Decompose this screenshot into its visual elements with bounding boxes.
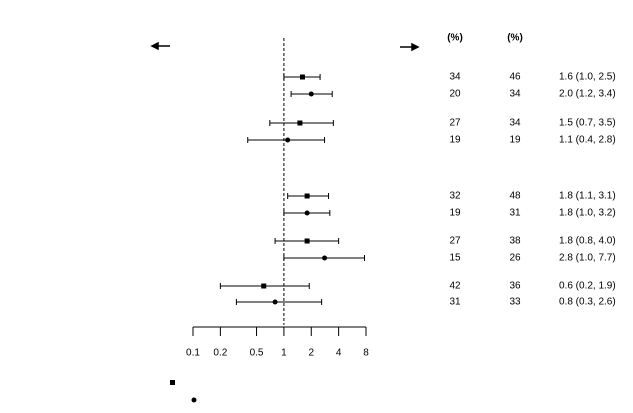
estimate-circle (285, 137, 291, 143)
left-arrow-head (150, 41, 159, 51)
ci-label: 1.8 (0.8, 4.0) (559, 236, 616, 247)
pct2: 48 (509, 191, 521, 202)
pct2: 31 (509, 208, 521, 219)
pct2: 33 (509, 297, 521, 308)
pct1: 27 (449, 118, 461, 129)
ci-label: 1.8 (1.1, 3.1) (559, 191, 616, 202)
legend-square (170, 380, 175, 385)
x-tick-label: 0.1 (186, 348, 200, 359)
pct1: 31 (449, 297, 461, 308)
estimate-circle (272, 299, 278, 305)
ci-label: 1.8 (1.0, 3.2) (559, 208, 616, 219)
estimate-circle (308, 91, 314, 97)
estimate-square (304, 193, 310, 199)
estimate-square (304, 238, 310, 244)
estimate-circle (322, 255, 328, 261)
x-tick-label: 0.5 (250, 348, 264, 359)
pct2: 34 (509, 89, 521, 100)
column-header: (%) (447, 33, 463, 44)
pct1: 34 (449, 72, 461, 83)
pct1: 19 (449, 208, 461, 219)
estimate-square (299, 74, 305, 80)
direction-arrows (150, 41, 420, 52)
legend-circle (191, 397, 197, 403)
pct1: 20 (449, 89, 461, 100)
x-tick-label: 4 (336, 348, 342, 359)
ci-label: 1.6 (1.0, 2.5) (559, 72, 616, 83)
pct2: 34 (509, 118, 521, 129)
estimate-square (261, 283, 267, 289)
x-tick-label: 2 (308, 348, 314, 359)
ci-label: 2.0 (1.2, 3.4) (559, 89, 616, 100)
pct1: 42 (449, 281, 461, 292)
x-tick-label: 0.2 (213, 348, 227, 359)
x-tick-label: 1 (281, 348, 287, 359)
x-tick-label: 8 (363, 348, 369, 359)
pct2: 36 (509, 281, 521, 292)
ci-label: 1.5 (0.7, 3.5) (559, 118, 616, 129)
right-arrow-head (411, 42, 420, 52)
pct2: 46 (509, 72, 521, 83)
pct2: 26 (509, 253, 521, 264)
pct1: 27 (449, 236, 461, 247)
pct1: 15 (449, 253, 461, 264)
pct1: 19 (449, 135, 461, 146)
pct1: 32 (449, 191, 461, 202)
estimate-circle (304, 210, 310, 216)
ci-label: 0.8 (0.3, 2.6) (559, 297, 616, 308)
pct2: 38 (509, 236, 521, 247)
ci-label: 0.6 (0.2, 1.9) (559, 281, 616, 292)
pct2: 19 (509, 135, 521, 146)
estimate-square (297, 120, 303, 126)
ci-label: 2.8 (1.0, 7.7) (559, 253, 616, 264)
column-header: (%) (507, 33, 523, 44)
ci-label: 1.1 (0.4, 2.8) (559, 135, 616, 146)
